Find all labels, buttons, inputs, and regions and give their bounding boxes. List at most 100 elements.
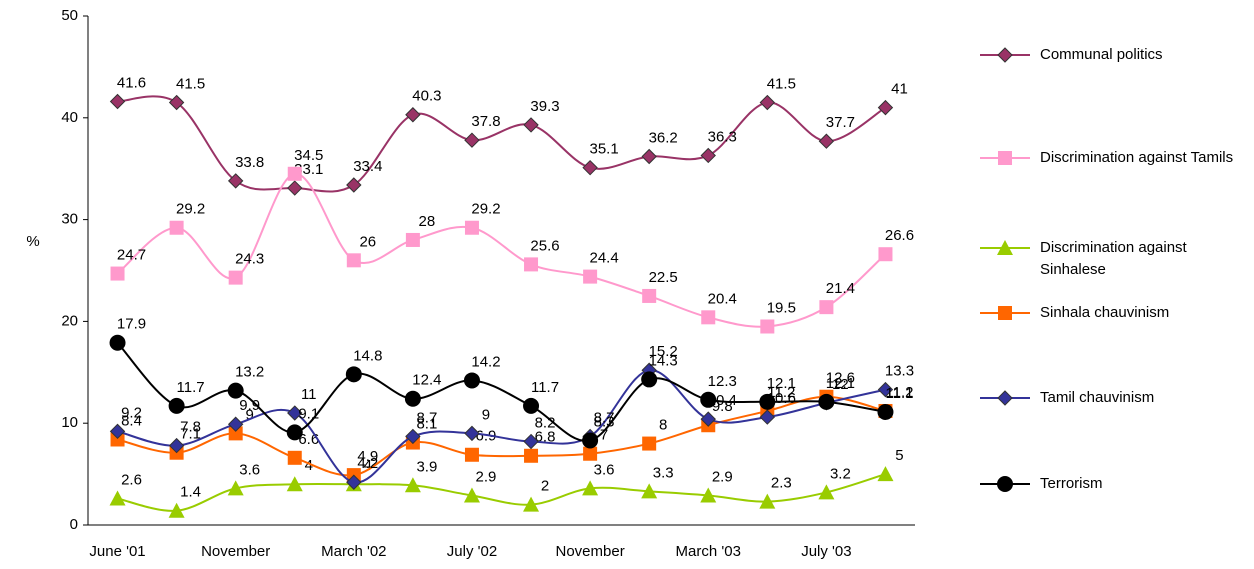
data-label: 24.7: [117, 247, 146, 264]
data-label: 33.8: [235, 154, 264, 171]
data-label: 26.6: [885, 227, 914, 244]
marker: [818, 484, 835, 500]
marker: [523, 397, 540, 414]
marker: [404, 390, 421, 407]
marker: [168, 502, 185, 518]
data-label: 26: [359, 233, 376, 250]
marker: [464, 447, 479, 462]
data-label: 2: [541, 478, 549, 495]
data-label: 20.4: [708, 290, 737, 307]
marker: [701, 310, 716, 325]
data-label: 12.4: [412, 372, 441, 389]
marker: [227, 416, 244, 432]
data-label: 1.4: [180, 484, 201, 501]
y-tick-label: 20: [61, 312, 78, 329]
marker: [228, 426, 243, 441]
marker: [523, 117, 539, 133]
marker: [877, 381, 894, 398]
data-label: 9: [246, 406, 254, 423]
data-label: 11.2: [767, 384, 795, 401]
data-label: 17.9: [117, 316, 146, 333]
data-label: 2.3: [771, 475, 792, 492]
data-label: 2.6: [121, 472, 142, 489]
data-label: 41.5: [767, 75, 796, 92]
marker: [287, 450, 302, 465]
marker: [464, 132, 480, 148]
data-label: 8: [659, 417, 667, 434]
data-label: 3.2: [830, 465, 851, 482]
marker: [346, 177, 362, 193]
marker: [583, 446, 598, 461]
data-label: 40.3: [412, 88, 441, 105]
marker: [227, 480, 244, 496]
marker: [405, 428, 421, 445]
data-label: 2.9: [712, 468, 733, 485]
marker: [700, 391, 717, 408]
marker: [109, 93, 126, 110]
marker: [759, 493, 776, 509]
marker: [997, 390, 1013, 406]
data-label: 11.2: [885, 384, 913, 401]
marker: [700, 487, 717, 503]
marker: [642, 436, 657, 451]
marker: [464, 220, 479, 235]
data-label: 11.7: [531, 379, 559, 396]
data-label: 2.9: [476, 468, 497, 485]
data-label: 29.2: [176, 201, 205, 218]
data-label: 19.5: [767, 299, 796, 316]
marker: [700, 147, 716, 164]
data-label: 12.6: [826, 370, 855, 387]
marker: [463, 372, 480, 389]
marker: [287, 166, 302, 181]
data-label: 7.1: [180, 426, 201, 443]
data-label: 8.7: [416, 409, 437, 426]
data-label: 22.5: [649, 269, 678, 286]
marker: [227, 173, 244, 189]
marker: [404, 477, 421, 493]
data-label: 14.3: [649, 352, 678, 369]
marker: [998, 151, 1012, 165]
marker: [523, 496, 540, 512]
marker: [287, 405, 303, 421]
marker: [819, 300, 834, 315]
marker: [641, 371, 658, 388]
data-label: 36.3: [708, 128, 737, 145]
data-label: 12: [832, 376, 849, 393]
data-label: 8.4: [121, 412, 142, 429]
marker: [759, 94, 776, 111]
x-tick-label: June '01: [89, 543, 145, 560]
data-label: 14.8: [353, 347, 382, 364]
x-tick-label: November: [556, 543, 625, 560]
data-label: 24.3: [235, 251, 264, 268]
data-label: 36.2: [649, 129, 678, 146]
data-label: 9.2: [121, 404, 142, 421]
marker: [583, 269, 598, 284]
y-tick-label: 40: [61, 109, 78, 126]
marker: [524, 257, 539, 272]
marker: [582, 480, 599, 496]
data-label: 14.2: [471, 353, 500, 370]
data-label: 13.3: [885, 363, 914, 380]
data-label: 25.6: [530, 237, 559, 254]
marker: [641, 483, 658, 499]
data-label: 3.3: [653, 464, 674, 481]
data-label: 9.1: [298, 405, 319, 422]
marker: [286, 424, 303, 441]
y-tick-label: 10: [61, 414, 78, 431]
data-label: 12.1: [767, 375, 796, 392]
marker: [759, 393, 776, 410]
data-label: 9.9: [239, 397, 260, 414]
legend-label: Tamil chauvinism: [1040, 389, 1155, 406]
data-label: 28: [419, 213, 436, 230]
data-label: 8.7: [594, 409, 615, 426]
y-axis-label: %: [26, 233, 39, 250]
data-label: 13.2: [235, 364, 264, 381]
marker: [227, 382, 244, 399]
data-label: 3.6: [594, 461, 615, 478]
series-line: [117, 369, 886, 484]
data-label: 34.5: [294, 147, 323, 164]
data-label: 6.9: [476, 428, 497, 445]
marker: [582, 159, 598, 176]
